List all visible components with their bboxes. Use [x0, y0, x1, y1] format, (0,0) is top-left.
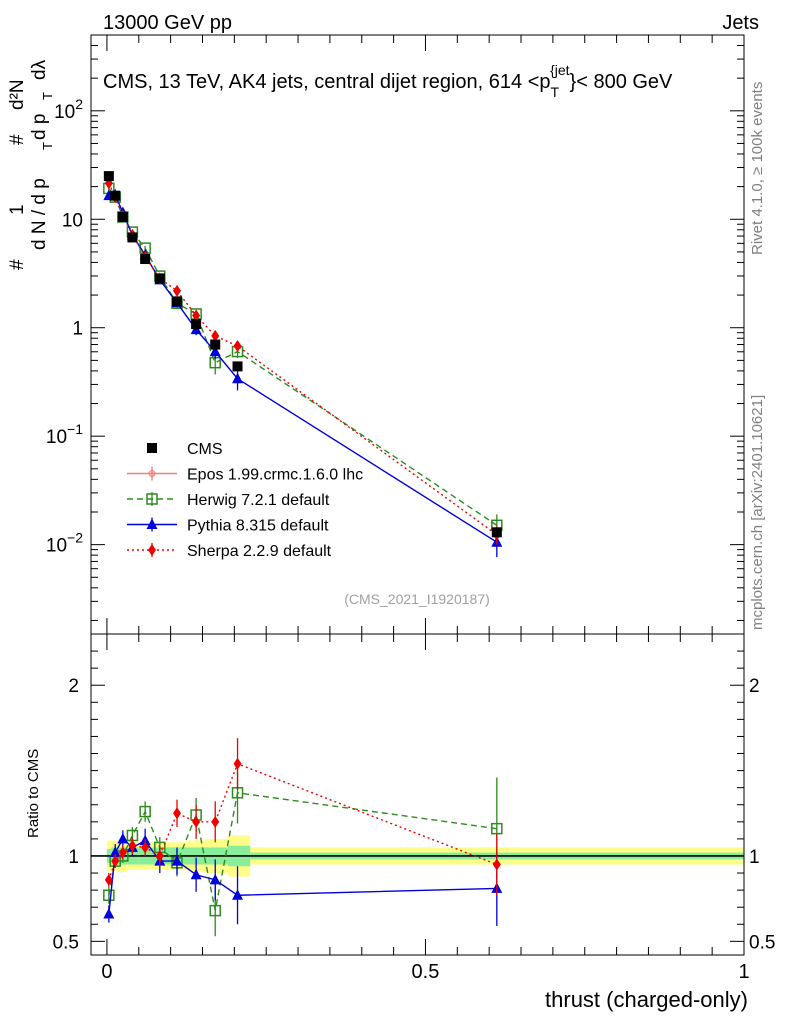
legend-label-2: Herwig 7.2.1 default [187, 492, 330, 509]
ratio-point-3-4 [141, 841, 150, 854]
ratio-point-2-2 [117, 832, 129, 844]
header-right: Jets [722, 12, 759, 34]
main-ytick-label-4: 102 [54, 96, 83, 123]
x-tick-label-0: 0 [101, 961, 112, 983]
cms-point-7 [191, 319, 202, 330]
cms-point-0 [103, 171, 114, 182]
ratio-point-2-8 [209, 873, 221, 885]
main-ytick-label-0: 10−2 [46, 530, 83, 557]
ratio-point-2-1 [109, 846, 121, 858]
main-y-axis-label: # 1 d N / d p T # d²N d p T dλ [7, 59, 55, 270]
main-ytick-label-1: 10−1 [46, 421, 83, 448]
x-tick-label-2: 1 [738, 961, 749, 983]
cms-point-6 [172, 296, 183, 307]
header-left: 13000 GeV pp [103, 12, 232, 34]
main-line-3 [108, 182, 498, 536]
ratio-point-2-6 [171, 855, 183, 866]
cms-point-9 [232, 361, 243, 372]
ylabel-hash-1: # [7, 259, 28, 270]
cms-point-3 [127, 232, 138, 243]
ylabel-dlambda: dλ [29, 59, 50, 80]
legend: CMS Epos 1.99.crmc.1.6.0 lhc Herwig 7.2.1 … [127, 441, 363, 560]
ylabel-dN-dpT: d N / d p [29, 178, 50, 250]
ratio-point-3-9 [233, 757, 242, 770]
cms-point-2 [117, 211, 128, 222]
ratio-point-3-2 [118, 846, 127, 859]
ratio-point-2-0 [103, 908, 115, 919]
ratio-ytick-label-left-2: 2 [68, 676, 79, 697]
ylabel-hash-2: # [7, 134, 28, 145]
ratio-ytick-label-right-0: 0.5 [749, 932, 775, 953]
ratio-ytick-label-right-2: 2 [749, 676, 760, 697]
rivet-label: Rivet 4.1.0, ≥ 100k events [749, 82, 766, 255]
main-point-2-9 [232, 372, 244, 384]
ratio-ytick-label-left-1: 1 [68, 847, 79, 868]
main-point-2-8 [209, 345, 221, 357]
ratio-point-3-1 [111, 855, 120, 868]
ratio-point-2-7 [190, 868, 202, 880]
cms-point-4 [140, 254, 151, 265]
main-point-3-9 [233, 340, 242, 353]
ratio-frame [90, 633, 745, 956]
cms-point-10 [491, 527, 502, 538]
ratio-panel: 0 0.5 10.5 0.51 12 2 [53, 633, 775, 983]
title-sup: {jet [550, 62, 570, 78]
ratio-point-3-5 [155, 849, 164, 862]
main-line-2 [108, 193, 498, 543]
legend-marker-2 [146, 493, 158, 505]
ylabel-T-sub-1: T [40, 142, 55, 150]
main-ytick-label-2: 1 [72, 319, 83, 340]
legend-label-0: CMS [187, 441, 223, 458]
ratio-point-1-0 [103, 889, 115, 901]
ratio-point-3-0 [104, 873, 113, 886]
ratio-point-1-8 [209, 904, 221, 917]
mcplots-label: mcplots.cern.ch [arXiv:2401.10621] [749, 395, 766, 630]
ratio-ytick-label-left-0: 0.5 [53, 932, 79, 953]
analysis-tag: (CMS_2021_I1920187) [344, 591, 490, 607]
ratio-point-3-3 [128, 839, 137, 852]
ratio-point-1-4 [139, 805, 151, 818]
legend-marker-1 [148, 469, 156, 478]
legend-label-1: Epos 1.99.crmc.1.6.0 lhc [187, 467, 363, 484]
ratio-point-3-6 [173, 807, 182, 820]
ratio-point-3-8 [211, 815, 220, 828]
main-point-3-8 [211, 329, 220, 342]
legend-label-3: Pythia 8.315 default [187, 518, 329, 535]
cms-point-8 [210, 339, 221, 350]
x-tick-label-1: 0.5 [412, 961, 440, 983]
ylabel-dpT: d p [29, 114, 50, 140]
main-ytick-label-3: 10 [62, 210, 83, 231]
title-post: }< 800 GeV [570, 71, 674, 93]
main-panel: 10−2 10−1 1 10 102 [46, 34, 745, 635]
ratio-y-label: Ratio to CMS [25, 749, 42, 838]
ylabel-T-sub-2: T [40, 92, 55, 100]
cms-point-5 [154, 273, 165, 284]
ylabel-d2N: d²N [7, 79, 28, 110]
ratio-point-2-9 [232, 889, 244, 900]
ratio-point-3-10 [492, 858, 501, 871]
plot-title: CMS, 13 TeV, AK4 jets, central dijet reg… [103, 62, 673, 100]
title-sub: T [551, 84, 560, 100]
legend-marker-0 [147, 443, 157, 453]
main-point-3-6 [173, 284, 182, 297]
ratio-ytick-label-right-1: 1 [749, 847, 760, 868]
legend-marker-3 [146, 518, 158, 529]
title-pre: CMS, 13 TeV, AK4 jets, central dijet reg… [103, 71, 551, 93]
legend-marker-4 [148, 544, 156, 556]
ylabel-one: 1 [7, 204, 28, 215]
ratio-point-3-7 [192, 815, 201, 828]
cms-point-1 [110, 190, 121, 201]
x-axis-label: thrust (charged-only) [545, 987, 748, 1012]
main-point-3-7 [192, 309, 201, 322]
ratio-point-1-10 [491, 822, 503, 835]
legend-label-4: Sherpa 2.2.9 default [187, 543, 332, 560]
